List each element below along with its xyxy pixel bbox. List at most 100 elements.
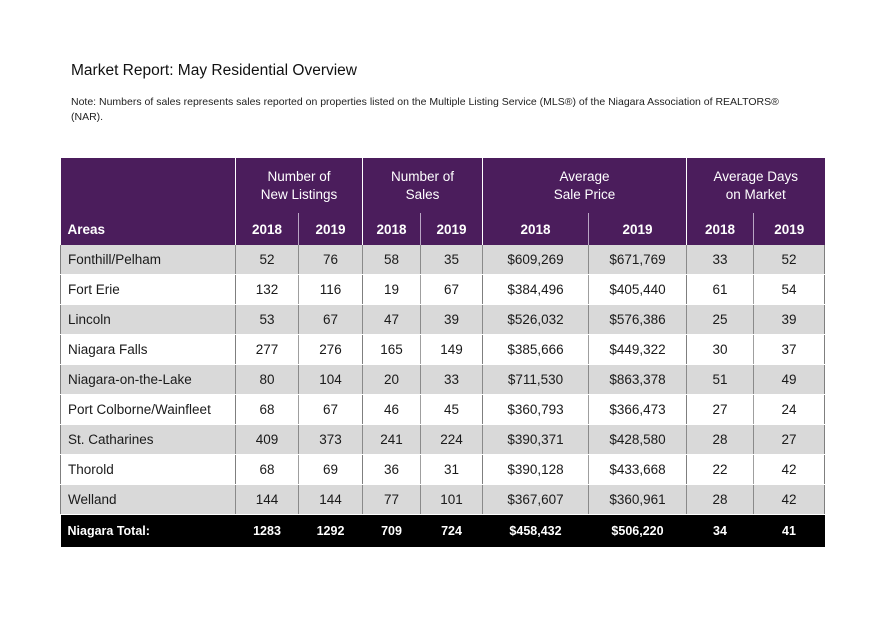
table-cell: 69	[298, 454, 363, 485]
table-cell: $385,666	[482, 334, 589, 365]
table-cell: 39	[420, 304, 483, 335]
table-cell: 68	[235, 454, 299, 485]
table-cell: $609,269	[482, 245, 589, 275]
table-cell: 277	[235, 334, 299, 365]
table-cell: $360,961	[588, 484, 687, 515]
table-cell: 53	[235, 304, 299, 335]
table-cell: $390,128	[482, 454, 589, 485]
table-cell: 36	[362, 454, 421, 485]
table-cell: $576,386	[588, 304, 687, 335]
table-cell: 116	[298, 274, 363, 305]
table-row: Port Colborne/Wainfleet 68 67 46 45 $360,793 $…	[60, 394, 826, 425]
table-cell: 67	[298, 394, 363, 425]
year-header: 2019	[298, 213, 363, 245]
table-cell: 76	[298, 245, 363, 275]
table-cell: 80	[235, 364, 299, 395]
header-new-listings: Number of New Listings	[235, 158, 363, 213]
header-avg-price: Average Sale Price	[482, 158, 687, 213]
area-name: Fonthill/Pelham	[60, 245, 236, 275]
header-new-listings-line2: New Listings	[260, 186, 338, 202]
table-cell: 30	[686, 334, 754, 365]
report-note: Note: Numbers of sales represents sales …	[71, 96, 779, 123]
total-cell: 709	[362, 514, 421, 547]
table-cell: 241	[362, 424, 421, 455]
area-name: St. Catharines	[60, 424, 236, 455]
table-row: Thorold 68 69 36 31 $390,128 $433,668 22 42	[60, 454, 826, 485]
total-label: Niagara Total:	[60, 514, 236, 547]
year-header: 2018	[482, 213, 589, 245]
table-row: Welland 144 144 77 101 $367,607 $360,961 28 42	[60, 484, 826, 515]
table-cell: $360,793	[482, 394, 589, 425]
total-cell: 41	[753, 514, 825, 547]
table-cell: 46	[362, 394, 421, 425]
table-cell: $711,530	[482, 364, 589, 395]
total-cell: $458,432	[482, 514, 589, 547]
table-cell: 132	[235, 274, 299, 305]
table-cell: 28	[686, 484, 754, 515]
year-header: 2018	[235, 213, 299, 245]
area-name: Niagara-on-the-Lake	[60, 364, 236, 395]
table-cell: 224	[420, 424, 483, 455]
table-cell: $384,496	[482, 274, 589, 305]
table-cell: 52	[752, 245, 826, 275]
area-name: Fort Erie	[60, 274, 236, 305]
area-name: Niagara Falls	[60, 334, 236, 365]
table-cell: 33	[420, 364, 483, 395]
table-cell: 61	[686, 274, 754, 305]
area-name: Welland	[60, 484, 236, 515]
table-cell: $367,607	[482, 484, 589, 515]
area-name: Port Colborne/Wainfleet	[60, 394, 236, 425]
table-row: Niagara-on-the-Lake 80 104 20 33 $711,530 $863…	[60, 364, 826, 395]
table-cell: 52	[235, 245, 299, 275]
table-cell: 42	[752, 484, 826, 515]
table-cell: 77	[362, 484, 421, 515]
year-header-row: Areas 2018 2019 2018 2019 2018 2019 2018…	[60, 213, 825, 245]
table-cell: 35	[420, 245, 483, 275]
table-cell: 24	[752, 394, 826, 425]
table-cell: $390,371	[482, 424, 589, 455]
table-cell: 47	[362, 304, 421, 335]
table-row: Niagara Falls 277 276 165 149 $385,666 $449,32…	[60, 334, 826, 365]
table-cell: 101	[420, 484, 483, 515]
table-cell: 68	[235, 394, 299, 425]
area-name: Lincoln	[60, 304, 236, 335]
table-cell: 144	[298, 484, 363, 515]
table-cell: 149	[420, 334, 483, 365]
table-cell: $428,580	[588, 424, 687, 455]
table-cell: 58	[362, 245, 421, 275]
total-cell: 724	[420, 514, 483, 547]
table-cell: 42	[752, 454, 826, 485]
table-cell: $366,473	[588, 394, 687, 425]
year-header: 2019	[752, 213, 825, 245]
table-row: St. Catharines 409 373 241 224 $390,371 $428,5…	[60, 424, 826, 455]
header-avg-days-line2: on Market	[725, 186, 786, 202]
table-cell: $863,378	[588, 364, 687, 395]
table-cell: 31	[420, 454, 483, 485]
table-cell: 28	[686, 424, 754, 455]
table-cell: 27	[752, 424, 826, 455]
table-cell: $449,322	[588, 334, 687, 365]
header-avg-price-line1: Average	[559, 168, 610, 184]
table-body: Fonthill/Pelham 52 76 58 35 $609,269 $671,769 3…	[60, 245, 826, 515]
table-cell: 51	[686, 364, 754, 395]
header-sales-line2: Sales	[405, 186, 440, 202]
table-cell: 165	[362, 334, 421, 365]
table-cell: $671,769	[588, 245, 687, 275]
total-cell: 1283	[235, 514, 299, 547]
market-report-table: Number of New Listings Number of Sales A…	[60, 158, 826, 547]
total-cell: $506,220	[588, 514, 687, 547]
table-cell: 373	[298, 424, 363, 455]
area-name: Thorold	[60, 454, 236, 485]
table-cell: $526,032	[482, 304, 589, 335]
header-avg-days: Average Days on Market	[685, 158, 825, 213]
table-cell: 33	[686, 245, 754, 275]
table-cell: 22	[686, 454, 754, 485]
header-blank	[60, 158, 236, 213]
year-header: 2019	[588, 213, 687, 245]
table-cell: 276	[298, 334, 363, 365]
table-cell: 37	[752, 334, 826, 365]
table-cell: $405,440	[588, 274, 687, 305]
header-sales: Number of Sales	[362, 158, 483, 213]
header-avg-days-line1: Average Days	[713, 168, 799, 184]
total-cell: 34	[686, 514, 754, 547]
